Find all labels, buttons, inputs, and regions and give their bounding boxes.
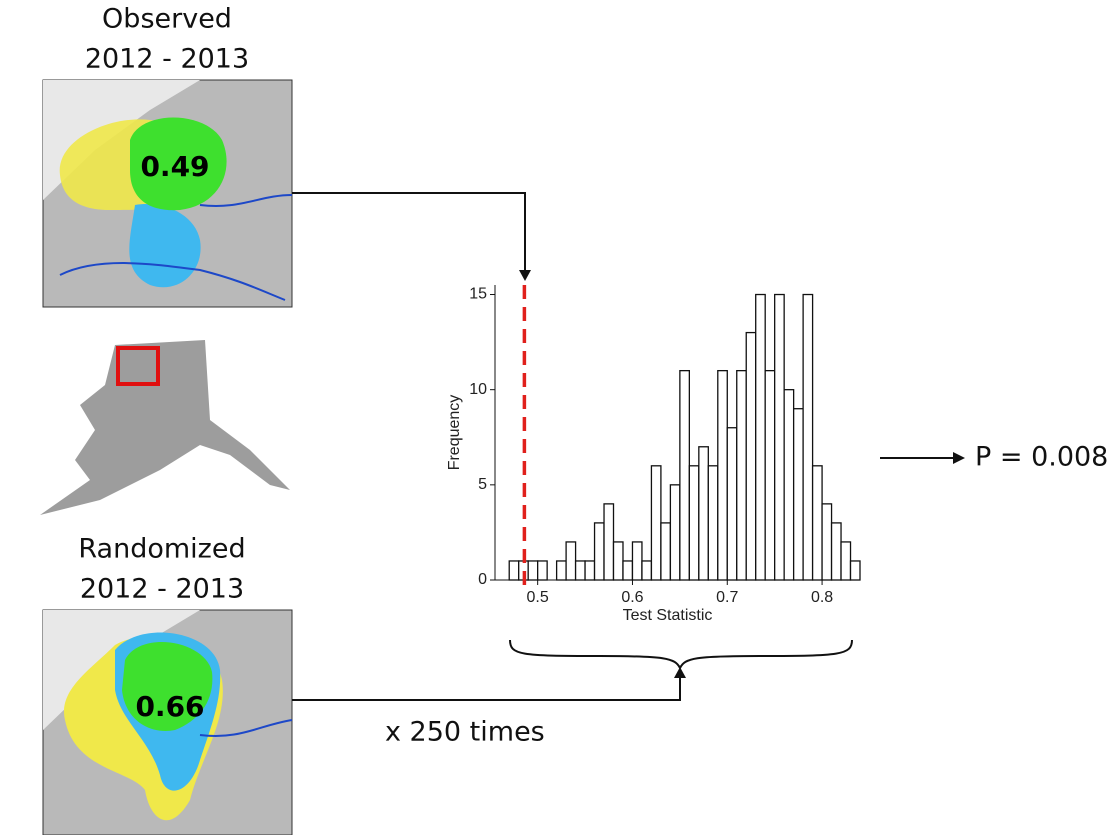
observed-map: 0.49: [43, 80, 292, 307]
randomized-value: 0.66: [135, 690, 204, 723]
bar: [775, 295, 784, 580]
y-tick-label: 15: [469, 286, 487, 303]
bar: [718, 371, 727, 580]
bar: [832, 523, 841, 580]
bar: [509, 561, 518, 580]
x-tick-label: 0.6: [621, 589, 643, 606]
bar: [680, 371, 689, 580]
bar: [538, 561, 547, 580]
p-value: P = 0.008: [975, 442, 1108, 473]
bar: [557, 561, 566, 580]
bar: [528, 561, 537, 580]
x-tick-label: 0.8: [811, 589, 833, 606]
bar: [576, 561, 585, 580]
diagram: Observed 2012 - 2013 0.49 Randomized 201…: [0, 0, 1112, 835]
bar: [670, 485, 679, 580]
bar: [699, 447, 708, 580]
bar: [708, 466, 717, 580]
bar: [566, 542, 575, 580]
observed-years: 2012 - 2013: [85, 44, 249, 75]
bar: [841, 542, 850, 580]
bar: [632, 542, 641, 580]
bar: [642, 561, 651, 580]
randomized-years: 2012 - 2013: [80, 574, 244, 605]
alaska-map: [40, 340, 290, 515]
bar: [765, 371, 774, 580]
bar: [813, 466, 822, 580]
x-tick-label: 0.5: [527, 589, 549, 606]
bar: [803, 295, 812, 580]
randomized-map: 0.66: [43, 610, 292, 835]
bar: [784, 390, 793, 580]
bar: [651, 466, 660, 580]
x-axis-label: Test Statistic: [623, 607, 713, 624]
observed-value: 0.49: [140, 150, 209, 183]
bar: [822, 504, 831, 580]
bar: [756, 295, 765, 580]
randomized-title: Randomized: [78, 534, 245, 565]
histogram: 0 5 10 15 0.5 0.6 0.7 0.8 Test Statistic Frequenc…: [446, 285, 860, 624]
bar: [851, 561, 860, 580]
y-axis-label: Frequency: [446, 395, 463, 471]
observed-title: Observed: [102, 4, 232, 35]
bar: [623, 561, 632, 580]
bar: [794, 409, 803, 580]
bar: [746, 333, 755, 580]
bar: [727, 428, 736, 580]
bar: [595, 523, 604, 580]
y-tick-label: 5: [478, 476, 487, 493]
bar: [585, 561, 594, 580]
x-tick-label: 0.7: [716, 589, 738, 606]
bar: [604, 504, 613, 580]
bar: [737, 371, 746, 580]
y-tick-label: 10: [469, 381, 487, 398]
repeat-label: x 250 times: [385, 717, 545, 748]
bar: [689, 466, 698, 580]
bar: [614, 542, 623, 580]
bar: [661, 523, 670, 580]
y-tick-label: 0: [478, 571, 487, 588]
